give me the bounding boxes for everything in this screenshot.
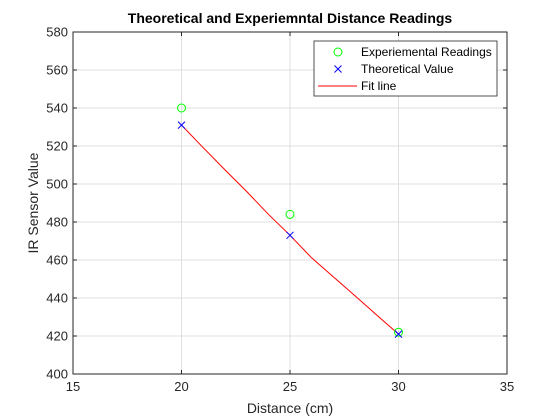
- y-tick-label: 440: [46, 291, 68, 306]
- y-tick-label: 560: [46, 63, 68, 78]
- legend-marker-theoretical-value: [334, 65, 342, 73]
- theoretical-value-point: [177, 121, 186, 129]
- y-tick-label: 480: [46, 215, 68, 230]
- x-tick-label: 15: [66, 379, 80, 394]
- y-tick-label: 460: [46, 253, 68, 268]
- y-axis-label: IR Sensor Value: [25, 152, 41, 253]
- legend-marker-experimental-readings: [333, 47, 343, 57]
- chart-title: Theoretical and Experiemntal Distance Re…: [128, 10, 453, 26]
- x-tick-label: 35: [500, 379, 514, 394]
- y-axis: 400 420 440 460 480 500 520 540 560 580: [46, 25, 507, 382]
- legend: Experiemental Readings Theoretical Value…: [313, 40, 498, 97]
- experimental-reading-point: [177, 103, 186, 113]
- y-tick-label: 580: [46, 25, 68, 40]
- x-axis-label: Distance (cm): [247, 400, 333, 416]
- x-tick-label: 25: [283, 379, 297, 394]
- y-tick-label: 520: [46, 139, 68, 154]
- theoretical-value-point: [286, 231, 294, 240]
- legend-label-experimental-readings: Experiemental Readings: [361, 45, 492, 59]
- experimental-reading-point: [285, 209, 295, 219]
- x-axis: 15 20 25 30 35: [66, 32, 514, 394]
- y-tick-label: 400: [46, 367, 68, 382]
- y-tick-label: 540: [46, 101, 68, 116]
- legend-box: [313, 40, 498, 97]
- series-layer: [177, 103, 403, 338]
- y-tick-label: 420: [46, 329, 68, 344]
- legend-label-theoretical-value: Theoretical Value: [361, 62, 454, 76]
- y-tick-label: 500: [46, 177, 68, 192]
- legend-label-fit-line: Fit line: [361, 79, 397, 93]
- x-tick-label: 20: [174, 379, 188, 394]
- experimental-reading-point: [394, 327, 403, 337]
- x-tick-label: 30: [391, 379, 405, 394]
- theoretical-value-point: [394, 330, 403, 338]
